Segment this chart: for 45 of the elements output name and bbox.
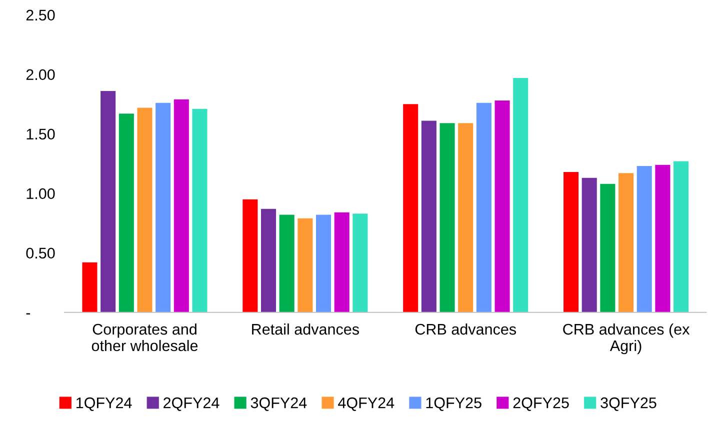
y-tick-label: 2.00 xyxy=(26,69,55,80)
bar xyxy=(674,161,689,312)
bar xyxy=(298,218,313,312)
bar xyxy=(403,104,418,312)
bar xyxy=(564,172,579,312)
legend-label: 4QFY24 xyxy=(338,397,394,411)
bar xyxy=(156,102,171,312)
bar xyxy=(582,178,597,312)
bar xyxy=(192,108,208,312)
bar xyxy=(352,214,368,312)
bar xyxy=(82,262,98,312)
y-tick-label: 0.50 xyxy=(26,248,55,259)
bar xyxy=(279,214,294,312)
legend-label: 2QFY24 xyxy=(164,397,220,411)
bar xyxy=(137,108,152,312)
x-tick-label: CRB advances (ex Agri) xyxy=(563,323,690,354)
legend-label: 3QFY25 xyxy=(600,397,656,411)
bar xyxy=(100,91,116,312)
x-tick-label: CRB advances xyxy=(415,323,516,335)
bar xyxy=(242,199,258,312)
legend-label: 2QFY25 xyxy=(513,397,569,411)
bar xyxy=(600,184,616,312)
y-tick-label: - xyxy=(26,313,30,314)
bar xyxy=(618,173,634,312)
bar xyxy=(440,123,455,312)
bar xyxy=(458,123,474,312)
bar xyxy=(494,100,510,312)
bar xyxy=(334,212,350,312)
bar xyxy=(174,99,189,312)
y-tick-label: 1.00 xyxy=(26,188,55,200)
bar xyxy=(655,164,670,312)
bar xyxy=(118,114,134,312)
y-tick-label: 2.50 xyxy=(26,10,55,21)
bar xyxy=(260,208,276,312)
legend-label: 3QFY24 xyxy=(250,397,307,411)
y-tick-label: 1.50 xyxy=(26,128,55,140)
legend-label: 1QFY25 xyxy=(426,397,482,411)
bar xyxy=(476,102,492,312)
bar xyxy=(513,78,528,312)
bar xyxy=(636,166,652,312)
x-tick-label: Corporates and other wholesale xyxy=(92,323,198,352)
x-tick-label: Retail advances xyxy=(252,323,359,335)
bar xyxy=(316,214,332,312)
legend-label: 1QFY24 xyxy=(76,397,132,411)
bar xyxy=(421,120,436,312)
